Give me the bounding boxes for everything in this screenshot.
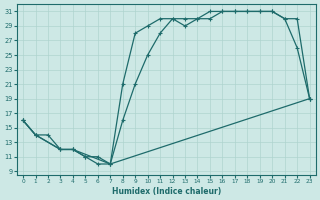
X-axis label: Humidex (Indice chaleur): Humidex (Indice chaleur) — [112, 187, 221, 196]
